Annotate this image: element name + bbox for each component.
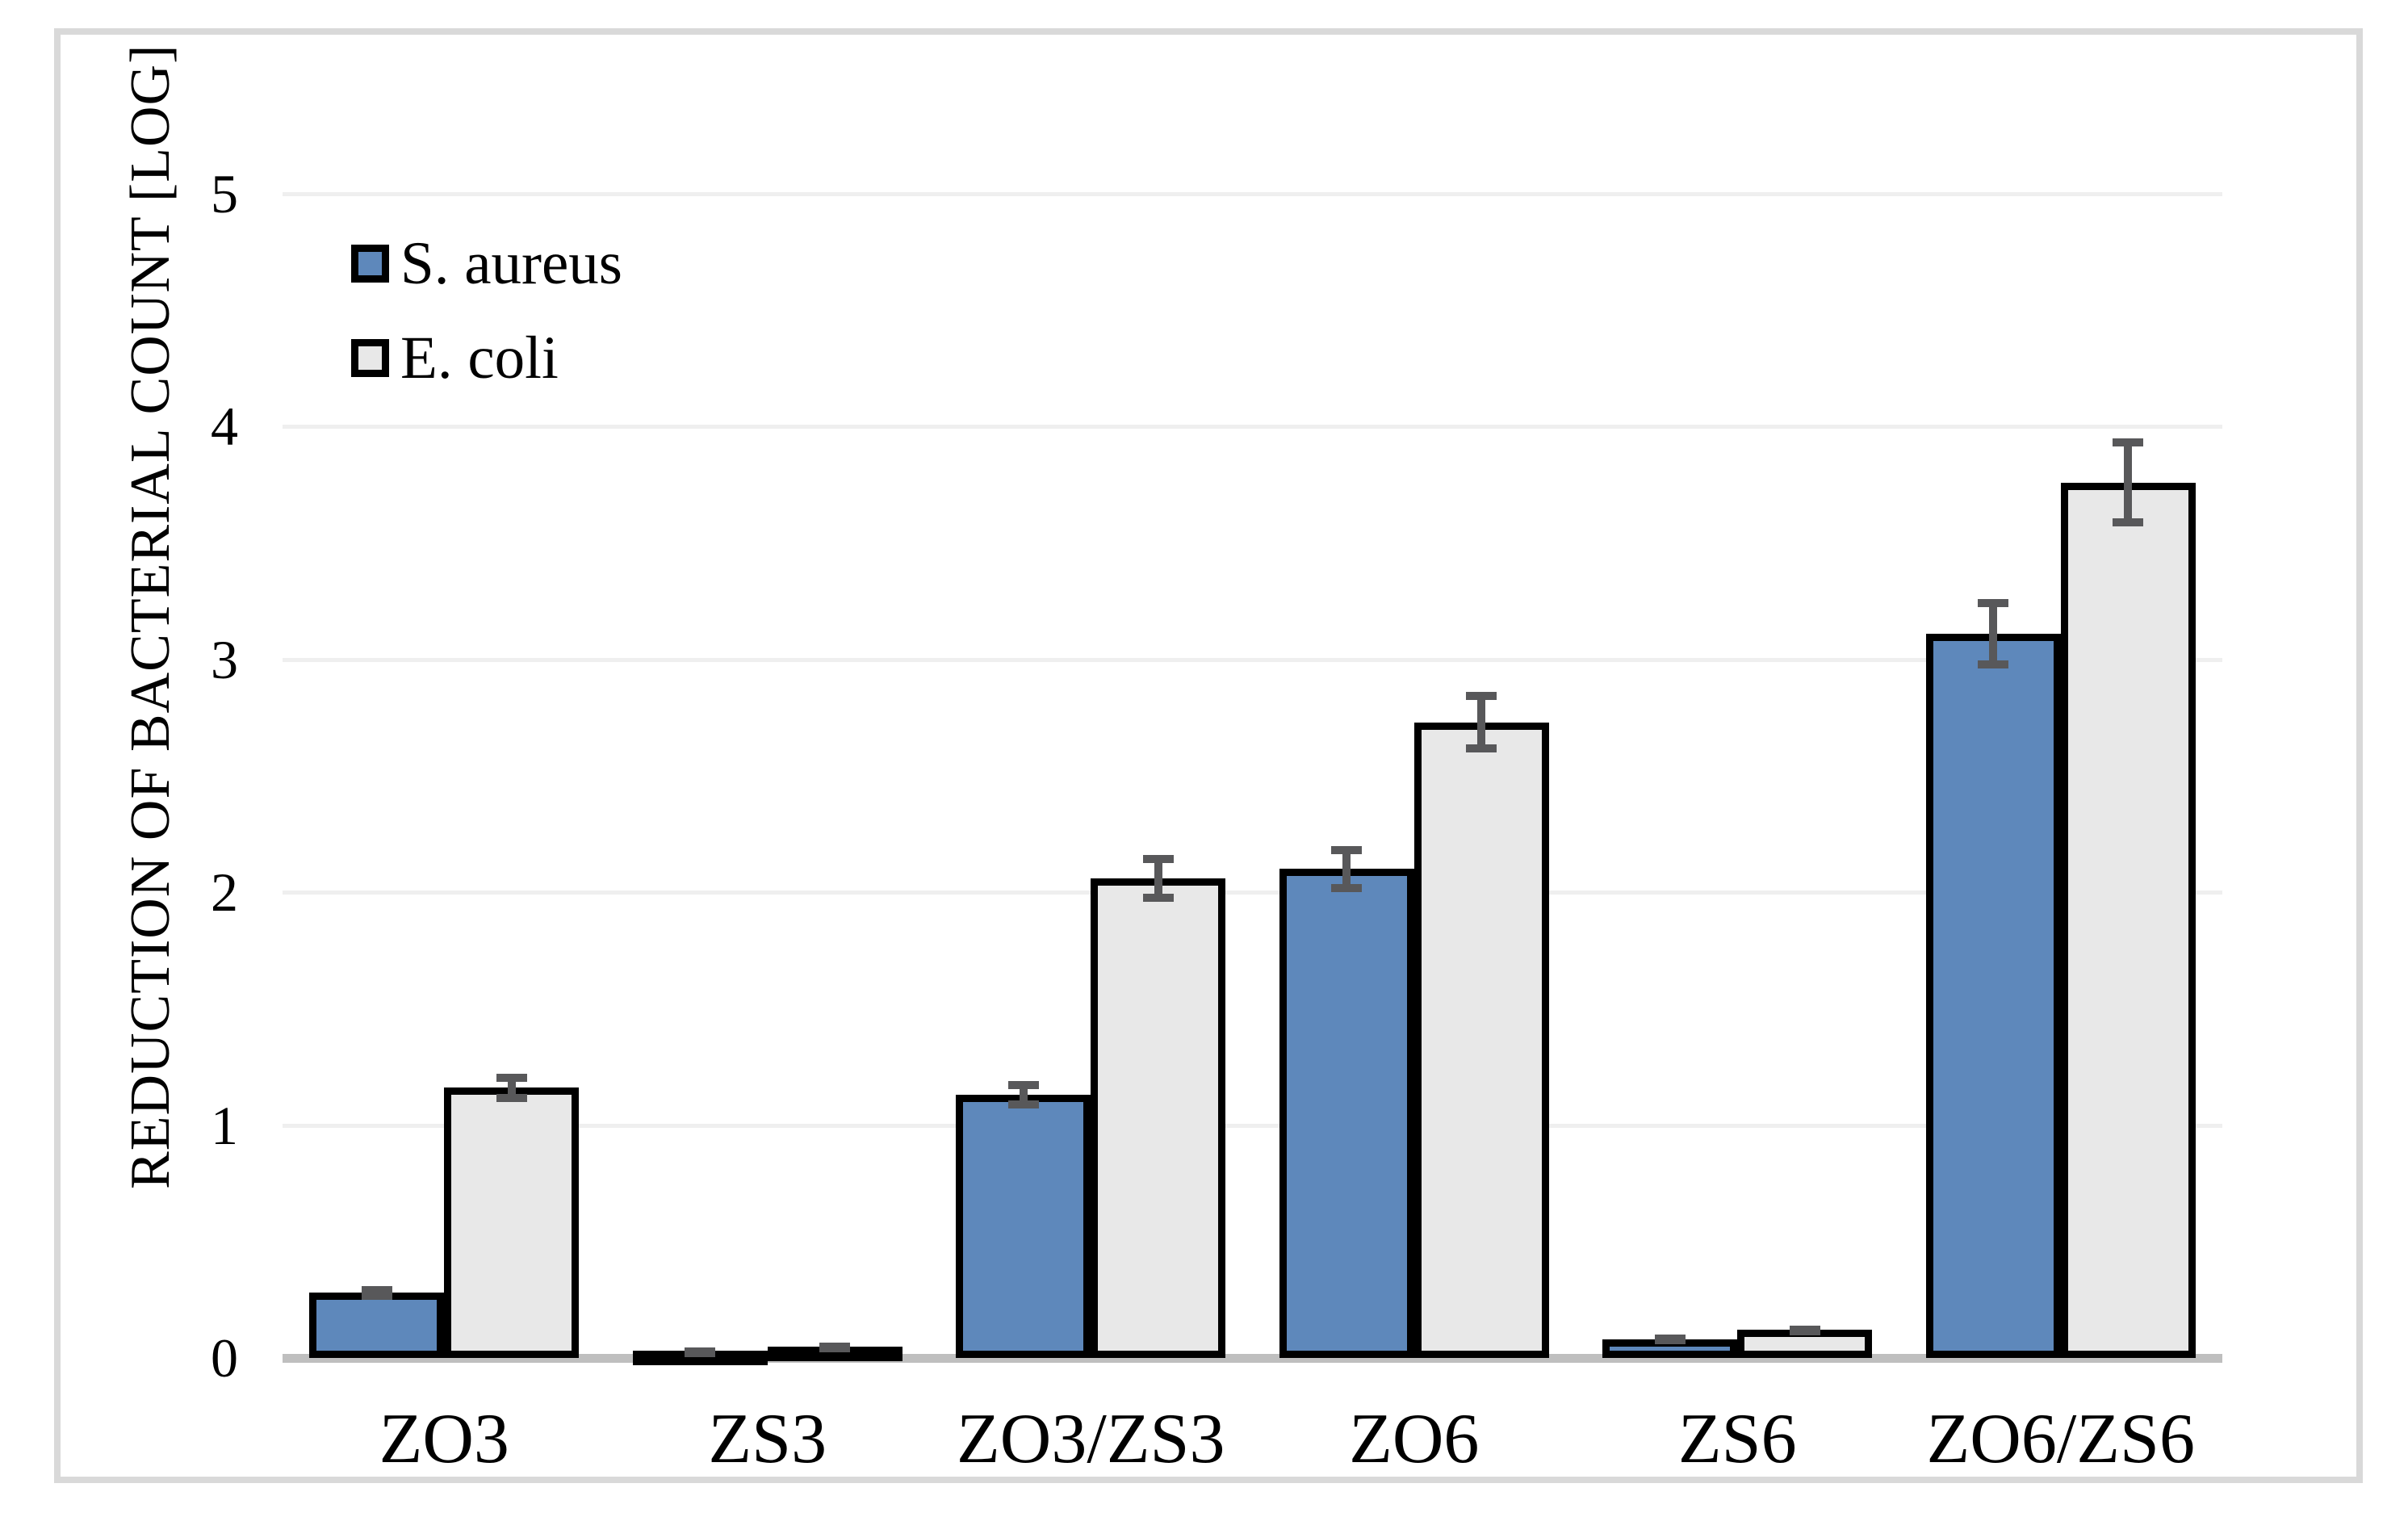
bar-saureus-zo6/zs6 — [1925, 634, 2061, 1358]
y-tick-label-0: 0 — [211, 1327, 238, 1389]
error-bar — [819, 1343, 851, 1353]
error-bar-stem — [507, 1074, 516, 1102]
legend: S. aureus E. coli — [351, 233, 622, 434]
error-bar-cap-bottom — [1142, 893, 1174, 902]
gridline-y5 — [283, 192, 2222, 196]
error-bar-cap-bottom — [361, 1291, 392, 1300]
legend-swatch-icon — [351, 245, 389, 283]
y-tick-label-3: 3 — [211, 628, 238, 690]
x-category-label-zo6/zs6: ZO6/ZS6 — [1926, 1400, 2195, 1478]
x-category-label-zs6: ZS6 — [1677, 1400, 1797, 1478]
x-category-label-zo6: ZO6 — [1349, 1400, 1480, 1478]
error-bar-cap-bottom — [1007, 1100, 1039, 1109]
bar-saureus-zo6 — [1279, 869, 1414, 1358]
error-bar-stem — [1989, 598, 1998, 669]
bar-saureus-zo3/zs3 — [956, 1095, 1091, 1358]
error-bar-stem — [1019, 1080, 1028, 1109]
error-bar — [1466, 692, 1497, 753]
y-tick-label-1: 1 — [211, 1094, 238, 1156]
error-bar-cap-bottom — [819, 1344, 851, 1353]
error-bar-cap-bottom — [1466, 744, 1497, 753]
error-bar-cap-bottom — [2113, 518, 2144, 527]
x-axis-baseline — [283, 1354, 2222, 1363]
error-bar-cap-bottom — [496, 1093, 527, 1102]
error-bar — [1007, 1080, 1039, 1109]
bar-ecoli-zo3/zs3 — [1091, 878, 1226, 1358]
error-bar-cap-bottom — [1654, 1336, 1686, 1345]
legend-swatch-icon — [351, 339, 389, 377]
error-bar-cap-bottom — [1789, 1326, 1820, 1335]
error-bar — [2113, 438, 2144, 527]
error-bar — [1978, 598, 2009, 669]
error-bar — [685, 1347, 716, 1358]
error-bar — [1789, 1325, 1820, 1335]
bar-ecoli-zo3 — [444, 1087, 580, 1358]
bar-saureus-zo3 — [309, 1293, 445, 1358]
error-bar — [1331, 845, 1363, 893]
error-bar — [1654, 1335, 1686, 1345]
legend-item-saureus: S. aureus — [351, 233, 622, 294]
gridline-y1 — [283, 1123, 2222, 1128]
bar-ecoli-zo6 — [1413, 722, 1549, 1358]
legend-item-ecoli: E. coli — [351, 328, 622, 388]
error-bar-stem — [1342, 845, 1351, 893]
error-bar-cap-bottom — [1978, 660, 2009, 669]
error-bar — [1142, 855, 1174, 902]
x-category-label-zs3: ZS3 — [708, 1400, 827, 1478]
y-tick-label-4: 4 — [211, 396, 238, 458]
gridline-y4 — [283, 425, 2222, 430]
error-bar-stem — [1154, 855, 1162, 902]
x-category-label-zo3: ZO3 — [379, 1400, 509, 1478]
error-bar — [496, 1074, 527, 1102]
legend-label: S. aureus — [400, 230, 622, 297]
y-tick-label-5: 5 — [211, 163, 238, 224]
bar-ecoli-zo6/zs6 — [2060, 482, 2196, 1358]
error-bar — [361, 1285, 392, 1300]
gridline-y3 — [283, 657, 2222, 662]
error-bar-cap-bottom — [685, 1349, 716, 1358]
error-bar-stem — [1477, 692, 1486, 753]
error-bar-cap-bottom — [1331, 884, 1363, 893]
y-tick-label-2: 2 — [211, 861, 238, 924]
gridline-y2 — [283, 891, 2222, 895]
legend-label: E. coli — [400, 325, 559, 392]
x-category-label-zo3/zs3: ZO3/ZS3 — [957, 1400, 1225, 1478]
error-bar-stem — [2124, 438, 2133, 527]
